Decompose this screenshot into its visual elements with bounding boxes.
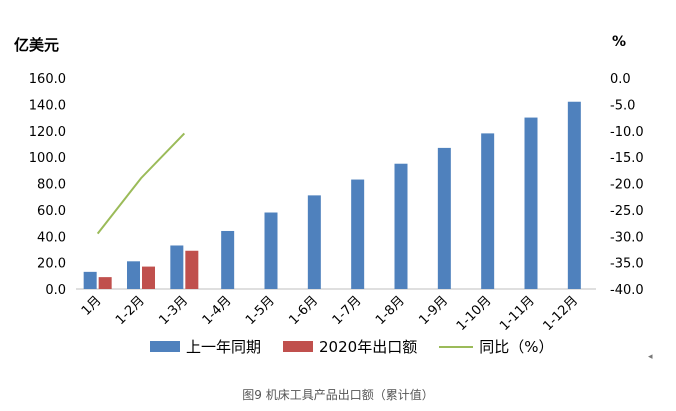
left-axis-unit-label: 亿美元	[14, 36, 60, 54]
figure-caption: 图9 机床工具产品出口额（累计值）	[242, 388, 434, 402]
legend-label-2020-export: 2020年出口额	[319, 338, 418, 356]
bar-prev-year	[394, 163, 408, 289]
x-tick-label: 1-3月	[156, 293, 191, 328]
right-y-tick-label: -10.0	[610, 125, 644, 140]
bar-prev-year	[567, 101, 581, 289]
right-axis-unit-label: %	[612, 34, 627, 50]
left-y-tick-label: 80.0	[37, 178, 66, 193]
left-y-tick-label: 20.0	[37, 257, 66, 272]
x-tick-label: 1-5月	[243, 293, 278, 328]
x-tick-label: 1-7月	[330, 293, 365, 328]
x-tick-label: 1-12月	[540, 293, 581, 334]
bar-2020-export	[185, 250, 199, 289]
bar-2020-export	[98, 277, 112, 289]
bar-prev-year	[127, 261, 140, 289]
left-y-tick-label: 120.0	[29, 125, 66, 140]
right-y-tick-label: -20.0	[610, 178, 644, 193]
corner-marker-icon: ◂	[648, 352, 653, 362]
bar-prev-year	[351, 179, 365, 289]
x-tick-label: 1-2月	[113, 293, 148, 328]
left-y-tick-label: 160.0	[29, 72, 66, 87]
x-tick-label: 1-4月	[200, 293, 235, 328]
bar-prev-year	[524, 117, 538, 289]
bar-prev-year	[264, 212, 278, 289]
chart-line	[96, 132, 186, 235]
right-y-tick-label: -30.0	[610, 230, 644, 245]
x-tick-label: 1月	[79, 293, 105, 319]
legend-swatch-2020-export	[283, 341, 314, 352]
chart-legend: 上一年同期 2020年出口额 同比（%）	[150, 336, 575, 357]
line-yoy-series	[96, 132, 186, 235]
x-tick-label: 1-11月	[497, 293, 538, 334]
bar-prev-year	[307, 195, 321, 289]
bar-prev-year	[83, 271, 97, 289]
right-y-tick-label: -40.0	[610, 283, 644, 298]
bar-prev-year	[221, 230, 235, 289]
bar-prev-year	[170, 245, 184, 289]
bar-prev-year	[481, 133, 495, 289]
legend-item-yoy: 同比（%）	[439, 336, 553, 357]
bar-prev-year	[437, 147, 451, 289]
chart-bars	[83, 101, 581, 289]
legend-swatch-yoy	[439, 345, 474, 348]
legend-label-yoy: 同比（%）	[479, 338, 554, 356]
x-tick-label: 1-9月	[416, 293, 451, 328]
legend-item-prev-year: 上一年同期	[150, 336, 261, 357]
right-y-tick-label: 0.0	[610, 72, 631, 87]
right-y-tick-label: -5.0	[610, 98, 635, 113]
legend-label-prev-year: 上一年同期	[186, 338, 262, 356]
x-tick-label: 1-10月	[454, 293, 495, 334]
left-y-tick-label: 100.0	[29, 151, 66, 166]
legend-swatch-prev-year	[150, 341, 180, 352]
right-y-tick-label: -15.0	[610, 151, 644, 166]
right-y-tick-label: -35.0	[610, 257, 644, 272]
legend-item-2020-export: 2020年出口额	[283, 336, 417, 357]
x-tick-label: 1-6月	[286, 293, 321, 328]
left-y-tick-label: 60.0	[37, 204, 66, 219]
x-tick-label: 1-8月	[373, 293, 408, 328]
left-y-tick-label: 0.0	[45, 283, 66, 298]
left-y-tick-label: 140.0	[29, 98, 66, 113]
left-y-tick-label: 40.0	[37, 230, 66, 245]
right-y-tick-label: -25.0	[610, 204, 644, 219]
bar-2020-export	[142, 266, 155, 289]
